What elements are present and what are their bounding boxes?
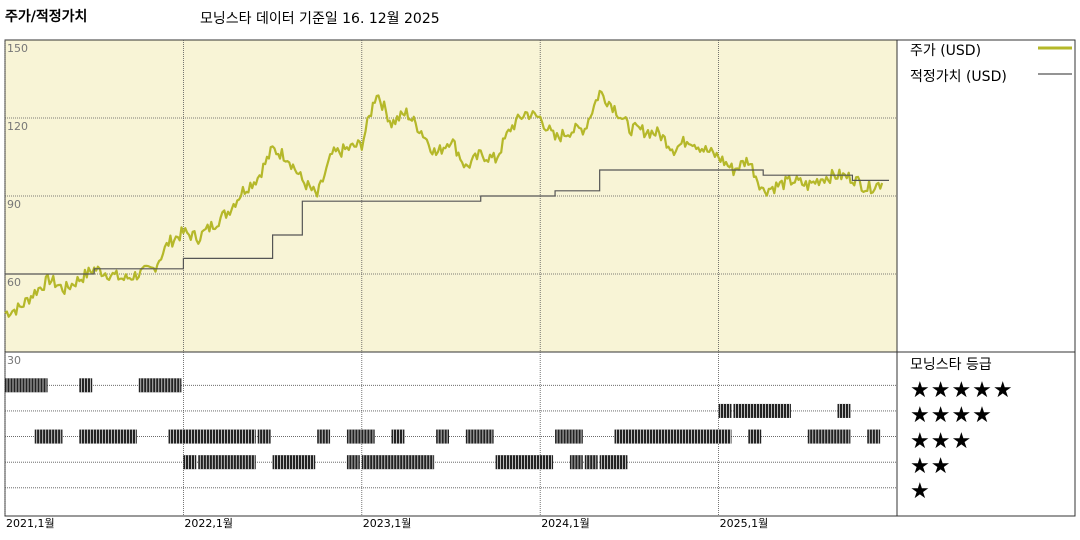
rating-row-5-stars: ★★★★★: [910, 378, 1014, 403]
rating-bar-fill: [361, 455, 435, 470]
rating-bar-fill: [748, 429, 762, 444]
x-tick-label: 2025,1월: [720, 517, 769, 530]
fair-value-series-line: [5, 169, 889, 275]
x-tick-label: 2021,1월: [6, 517, 55, 530]
rating-bar-fill: [807, 429, 851, 444]
y-tick-label: 60: [7, 276, 21, 289]
rating-bar-fill: [79, 378, 93, 393]
rating-bar-3-stars: [346, 429, 375, 444]
rating-bar-fill: [584, 455, 598, 470]
rating-bar-3-stars: [807, 429, 851, 444]
rating-bar-2-stars: [183, 455, 197, 470]
rating-bar-3-stars: [34, 429, 63, 444]
price-series-line: [4, 89, 884, 318]
rating-bar-2-stars: [272, 455, 316, 470]
rating-bar-fill: [837, 403, 851, 418]
rating-row-2-stars: ★★: [910, 454, 952, 479]
legend-layer: [1038, 46, 1072, 75]
rating-bar-fill: [183, 455, 197, 470]
y-tick-label: 30: [7, 354, 21, 367]
rating-bar-5-stars: [138, 378, 182, 393]
rating-bar-3-stars: [555, 429, 583, 444]
rating-bar-2-stars: [569, 455, 583, 470]
rating-bar-fill: [391, 429, 405, 444]
rating-panel-title: 모닝스타 등급: [910, 357, 992, 373]
rating-bar-4-stars: [837, 403, 851, 418]
chart-title: 주가/적정가치: [5, 9, 88, 25]
rating-row-4-stars: ★★★★: [910, 403, 993, 428]
rating-bar-3-stars: [867, 429, 881, 444]
rating-bar-2-stars: [198, 455, 256, 470]
rating-bar-fill: [5, 378, 48, 393]
chart-subtitle: 모닝스타 데이터 기준일 16. 12월 2025: [200, 11, 440, 27]
rating-bar-fill: [272, 455, 316, 470]
rating-bar-3-stars: [614, 429, 732, 444]
rating-bar-3-stars: [436, 429, 449, 444]
rating-bar-fill: [436, 429, 449, 444]
rating-bar-fill: [614, 429, 732, 444]
rating-bar-2-stars: [495, 455, 554, 470]
y-tick-label: 90: [7, 198, 21, 211]
x-tick-label: 2024,1월: [541, 517, 590, 530]
x-tick-label: 2022,1월: [184, 517, 233, 530]
rating-row-3-stars: ★★★: [910, 429, 973, 454]
rating-bar-fill: [569, 455, 583, 470]
legend-fair-value-label: 적정가치 (USD): [910, 69, 1007, 85]
rating-bar-2-stars: [346, 455, 360, 470]
rating-bar-fill: [257, 429, 271, 444]
rating-row-1-star: ★: [910, 479, 931, 504]
rating-bar-2-stars: [584, 455, 598, 470]
y-tick-label: 150: [7, 42, 28, 55]
rating-layer: [5, 378, 881, 470]
rating-bar-fill: [346, 455, 360, 470]
rating-bar-2-stars: [599, 455, 628, 470]
y-tick-label: 120: [7, 120, 28, 133]
rating-bar-5-stars: [5, 378, 48, 393]
rating-bar-4-stars: [718, 403, 732, 418]
rating-bar-fill: [138, 378, 182, 393]
rating-bar-3-stars: [748, 429, 762, 444]
rating-bar-3-stars: [79, 429, 137, 444]
rating-bar-3-stars: [465, 429, 494, 444]
rating-bar-2-stars: [361, 455, 435, 470]
series-layer: [4, 89, 889, 318]
rating-bar-fill: [168, 429, 256, 444]
rating-bar-3-stars: [391, 429, 405, 444]
rating-bar-fill: [718, 403, 732, 418]
rating-bar-fill: [317, 429, 331, 444]
rating-bar-3-stars: [317, 429, 331, 444]
rating-bar-3-stars: [257, 429, 271, 444]
rating-bar-5-stars: [79, 378, 93, 393]
legend-price-label: 주가 (USD): [910, 43, 982, 59]
rating-bar-3-stars: [168, 429, 256, 444]
rating-bar-fill: [867, 429, 881, 444]
rating-bar-4-stars: [733, 403, 791, 418]
x-tick-label: 2023,1월: [363, 517, 412, 530]
axis-layer: 30 60 90 120 150 2021,1월 2022,1월 2023,1월 2024,1월…: [6, 42, 768, 530]
